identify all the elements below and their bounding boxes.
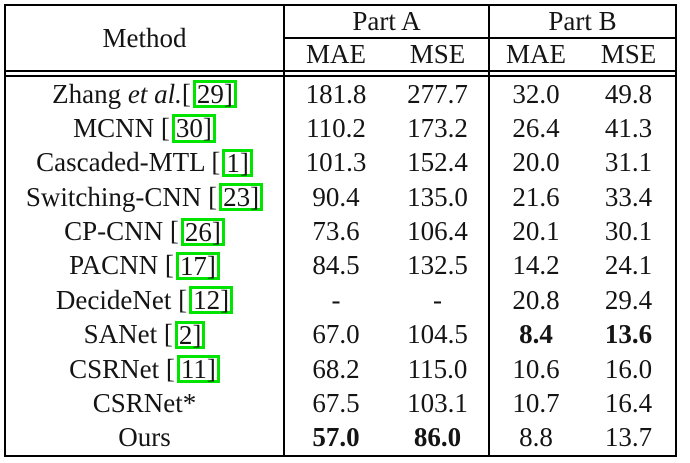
method-cell: Ours bbox=[6, 420, 285, 455]
part-a-mae-cell: 110.2 bbox=[306, 113, 366, 144]
citation-link[interactable]: 11] bbox=[176, 355, 220, 384]
citation-link[interactable]: 2] bbox=[174, 320, 206, 349]
part-a-mse-cell: 277.7 bbox=[387, 77, 490, 112]
part-a-mae-cell: 84.5 bbox=[312, 250, 360, 281]
subheader-part-b-mse: MSE bbox=[600, 39, 657, 69]
part-b-mse-cell: 41.3 bbox=[604, 113, 653, 144]
part-b-mse-cell: 29.4 bbox=[604, 284, 653, 315]
part-a-mae-cell: 101.3 bbox=[305, 147, 367, 178]
method-cell: CSRNet* bbox=[6, 386, 285, 421]
part-b-mse-cell: 49.8 bbox=[604, 78, 653, 109]
group-header-part-a: Part A bbox=[285, 6, 490, 39]
part-a-mse-cell: 135.0 bbox=[387, 180, 490, 215]
part-a-mae-cell: - bbox=[331, 284, 341, 315]
header-double-rule bbox=[6, 70, 285, 77]
part-a-mae-cell: 68.2 bbox=[312, 353, 360, 384]
part-b-mae-cell: 21.6 bbox=[512, 181, 560, 212]
method-cell: MCNN [30] bbox=[6, 111, 285, 146]
part-b-mse-cell: 13.7 bbox=[604, 422, 653, 453]
part-b-mae-cell: 10.6 bbox=[512, 353, 560, 384]
method-cell: CSRNet [11] bbox=[6, 351, 285, 387]
part-b-mae-cell: 20.0 bbox=[512, 147, 560, 178]
part-a-mse-cell: 152.4 bbox=[387, 145, 490, 181]
part-b-mae-cell: 20.1 bbox=[512, 216, 560, 247]
subheader-part-b-mae: MAE bbox=[506, 39, 566, 69]
part-a-mse-cell: 86.0 bbox=[387, 420, 490, 455]
citation-link[interactable]: 26] bbox=[180, 217, 225, 246]
part-a-mae-cell: 67.0 bbox=[312, 319, 360, 350]
results-table: Method Part A Part B MAE MSE MAE MSE Zha… bbox=[4, 4, 677, 457]
part-b-mae-cell: 14.2 bbox=[512, 250, 560, 281]
part-a-mae-cell: 67.5 bbox=[312, 387, 360, 418]
method-cell: SANet [2] bbox=[6, 317, 285, 352]
part-a-mse-cell: 115.0 bbox=[387, 351, 490, 387]
part-a-mse-cell: - bbox=[387, 283, 490, 318]
method-cell: Switching-CNN [23] bbox=[6, 180, 285, 215]
part-b-mae-cell: 8.8 bbox=[519, 422, 553, 453]
part-a-mae-cell: 57.0 bbox=[312, 422, 360, 453]
part-a-mse-cell: 103.1 bbox=[387, 386, 490, 421]
method-cell: CP-CNN [26] bbox=[6, 214, 285, 249]
part-a-mae-cell: 181.8 bbox=[305, 78, 367, 109]
citation-link[interactable]: 1] bbox=[222, 148, 253, 177]
part-b-mae-cell: 20.8 bbox=[512, 284, 560, 315]
subheader-part-a-mse: MSE bbox=[387, 39, 490, 70]
citation-link[interactable]: 23] bbox=[219, 183, 264, 212]
part-a-mse-cell: 106.4 bbox=[387, 214, 490, 249]
header-double-rule bbox=[285, 70, 490, 77]
citation-link[interactable]: 12] bbox=[189, 286, 234, 315]
citation-link[interactable]: 29] bbox=[192, 80, 237, 109]
et-al-italic: et al. bbox=[121, 78, 182, 109]
part-b-mse-cell: 16.4 bbox=[604, 387, 653, 418]
part-b-mse-cell: 33.4 bbox=[604, 181, 653, 212]
method-cell: Zhang et al. [29] bbox=[6, 77, 285, 112]
method-cell: PACNN [17] bbox=[6, 248, 285, 284]
citation-link[interactable]: 30] bbox=[171, 114, 216, 143]
method-column-header: Method bbox=[6, 6, 285, 70]
part-b-mse-cell: 31.1 bbox=[604, 147, 653, 178]
part-b-mse-cell: 30.1 bbox=[604, 216, 653, 247]
part-b-mse-cell: 16.0 bbox=[604, 353, 653, 384]
header-double-rule bbox=[490, 70, 675, 77]
method-cell: DecideNet [12] bbox=[6, 283, 285, 318]
method-cell: Cascaded-MTL [1] bbox=[6, 145, 285, 181]
group-header-part-b: Part B bbox=[490, 6, 675, 39]
part-b-mae-cell: 26.4 bbox=[512, 113, 560, 144]
part-b-mse-cell: 13.6 bbox=[604, 319, 653, 350]
subheader-part-a-mae: MAE bbox=[306, 39, 366, 69]
part-b-mae-cell: 8.4 bbox=[519, 319, 553, 350]
part-a-mse-cell: 104.5 bbox=[387, 317, 490, 352]
part-b-mse-cell: 24.1 bbox=[604, 250, 653, 281]
part-a-mae-cell: 73.6 bbox=[312, 216, 360, 247]
part-a-mae-cell: 90.4 bbox=[312, 181, 360, 212]
citation-link[interactable]: 17] bbox=[175, 251, 220, 281]
part-a-mse-cell: 173.2 bbox=[387, 111, 490, 146]
part-b-mae-cell: 10.7 bbox=[512, 387, 560, 418]
part-b-mae-cell: 32.0 bbox=[512, 78, 560, 109]
part-a-mse-cell: 132.5 bbox=[387, 248, 490, 284]
